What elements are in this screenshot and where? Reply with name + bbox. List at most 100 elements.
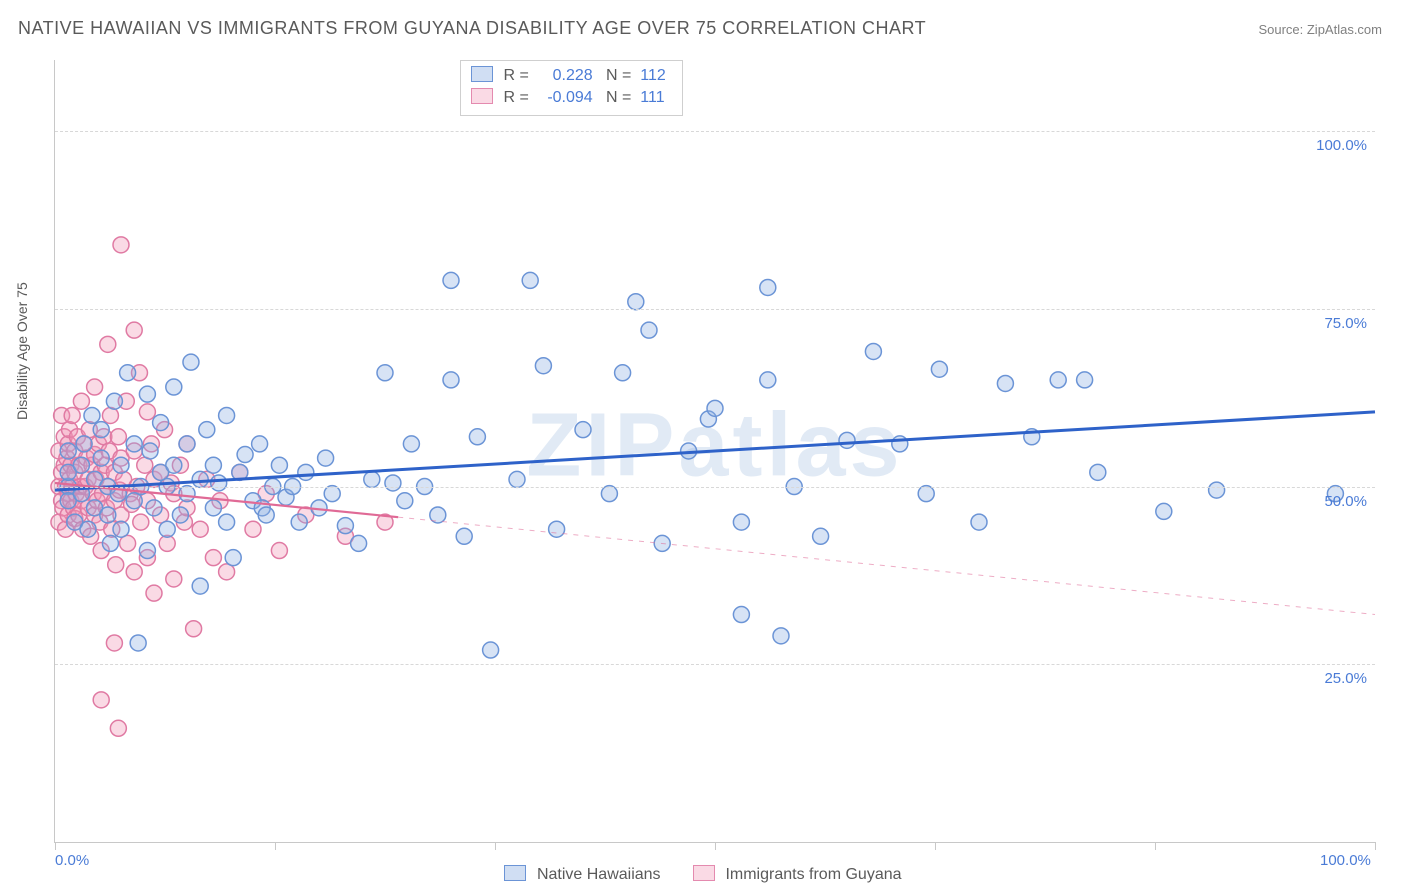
gridline — [55, 309, 1375, 310]
x-tick — [495, 842, 496, 850]
x-tick — [715, 842, 716, 850]
gridline — [55, 664, 1375, 665]
data-point-hawaiians — [575, 422, 591, 438]
data-point-hawaiians — [707, 400, 723, 416]
data-point-guyana — [205, 550, 221, 566]
data-point-hawaiians — [549, 521, 565, 537]
data-point-hawaiians — [733, 514, 749, 530]
data-point-hawaiians — [100, 507, 116, 523]
swatch-pink-icon — [693, 865, 715, 881]
data-point-guyana — [87, 379, 103, 395]
data-point-hawaiians — [997, 375, 1013, 391]
legend-item-hawaiians: Native Hawaiians — [504, 865, 660, 884]
data-point-hawaiians — [219, 407, 235, 423]
data-point-guyana — [110, 720, 126, 736]
data-point-hawaiians — [252, 436, 268, 452]
data-point-hawaiians — [615, 365, 631, 381]
data-point-hawaiians — [1156, 503, 1172, 519]
data-point-guyana — [192, 521, 208, 537]
plot-area: ZIPatlas 25.0%50.0%75.0%100.0%0.0%100.0% — [54, 60, 1375, 843]
source-prefix: Source: — [1258, 22, 1306, 37]
data-point-hawaiians — [522, 272, 538, 288]
bottom-legend: Native Hawaiians Immigrants from Guyana — [0, 865, 1406, 884]
data-point-hawaiians — [93, 450, 109, 466]
data-point-hawaiians — [469, 429, 485, 445]
swatch-pink-icon — [471, 88, 493, 104]
data-point-hawaiians — [166, 379, 182, 395]
data-point-hawaiians — [179, 486, 195, 502]
y-tick-label: 75.0% — [1324, 315, 1367, 332]
data-point-guyana — [271, 543, 287, 559]
gridline — [55, 487, 1375, 488]
data-point-hawaiians — [483, 642, 499, 658]
data-point-hawaiians — [397, 493, 413, 509]
source-link[interactable]: ZipAtlas.com — [1307, 22, 1382, 37]
data-point-guyana — [133, 514, 149, 530]
data-point-guyana — [126, 322, 142, 338]
data-point-hawaiians — [324, 486, 340, 502]
data-point-guyana — [100, 336, 116, 352]
data-point-hawaiians — [113, 521, 129, 537]
data-point-hawaiians — [298, 464, 314, 480]
data-point-hawaiians — [1090, 464, 1106, 480]
legend-label-hawaiians: Native Hawaiians — [537, 866, 661, 883]
data-point-hawaiians — [773, 628, 789, 644]
data-point-guyana — [110, 429, 126, 445]
data-point-hawaiians — [80, 521, 96, 537]
data-point-hawaiians — [318, 450, 334, 466]
data-point-hawaiians — [199, 422, 215, 438]
data-point-hawaiians — [106, 393, 122, 409]
data-point-hawaiians — [93, 422, 109, 438]
data-point-hawaiians — [102, 535, 118, 551]
gridline — [55, 131, 1375, 132]
data-point-guyana — [146, 585, 162, 601]
data-point-hawaiians — [166, 457, 182, 473]
data-point-hawaiians — [351, 535, 367, 551]
data-point-hawaiians — [628, 294, 644, 310]
data-point-hawaiians — [865, 343, 881, 359]
data-point-hawaiians — [641, 322, 657, 338]
data-point-guyana — [108, 557, 124, 573]
x-tick — [1375, 842, 1376, 850]
data-point-hawaiians — [535, 358, 551, 374]
data-point-hawaiians — [813, 528, 829, 544]
data-point-hawaiians — [271, 457, 287, 473]
data-point-hawaiians — [113, 457, 129, 473]
data-point-hawaiians — [509, 471, 525, 487]
data-point-hawaiians — [192, 578, 208, 594]
data-point-hawaiians — [120, 365, 136, 381]
y-tick-label: 100.0% — [1316, 137, 1367, 154]
y-tick-label: 50.0% — [1324, 493, 1367, 510]
data-point-hawaiians — [839, 432, 855, 448]
data-point-hawaiians — [205, 457, 221, 473]
data-point-hawaiians — [179, 436, 195, 452]
data-point-hawaiians — [146, 500, 162, 516]
data-point-guyana — [106, 635, 122, 651]
data-point-hawaiians — [219, 514, 235, 530]
y-axis-label: Disability Age Over 75 — [14, 282, 30, 420]
data-point-guyana — [93, 692, 109, 708]
data-point-hawaiians — [60, 443, 76, 459]
data-point-hawaiians — [364, 471, 380, 487]
data-point-hawaiians — [225, 550, 241, 566]
legend-item-guyana: Immigrants from Guyana — [693, 865, 902, 884]
data-point-hawaiians — [159, 521, 175, 537]
data-point-hawaiians — [130, 635, 146, 651]
x-tick — [1155, 842, 1156, 850]
x-tick — [275, 842, 276, 850]
x-tick — [55, 842, 56, 850]
data-point-hawaiians — [142, 443, 158, 459]
data-point-hawaiians — [403, 436, 419, 452]
data-point-guyana — [166, 571, 182, 587]
chart-svg — [55, 60, 1375, 842]
data-point-hawaiians — [931, 361, 947, 377]
data-point-hawaiians — [84, 407, 100, 423]
data-point-hawaiians — [205, 500, 221, 516]
data-point-guyana — [126, 564, 142, 580]
source-attribution: Source: ZipAtlas.com — [1258, 22, 1382, 37]
data-point-hawaiians — [601, 486, 617, 502]
data-point-hawaiians — [377, 365, 393, 381]
data-point-hawaiians — [443, 372, 459, 388]
data-point-hawaiians — [126, 436, 142, 452]
y-tick-label: 25.0% — [1324, 670, 1367, 687]
